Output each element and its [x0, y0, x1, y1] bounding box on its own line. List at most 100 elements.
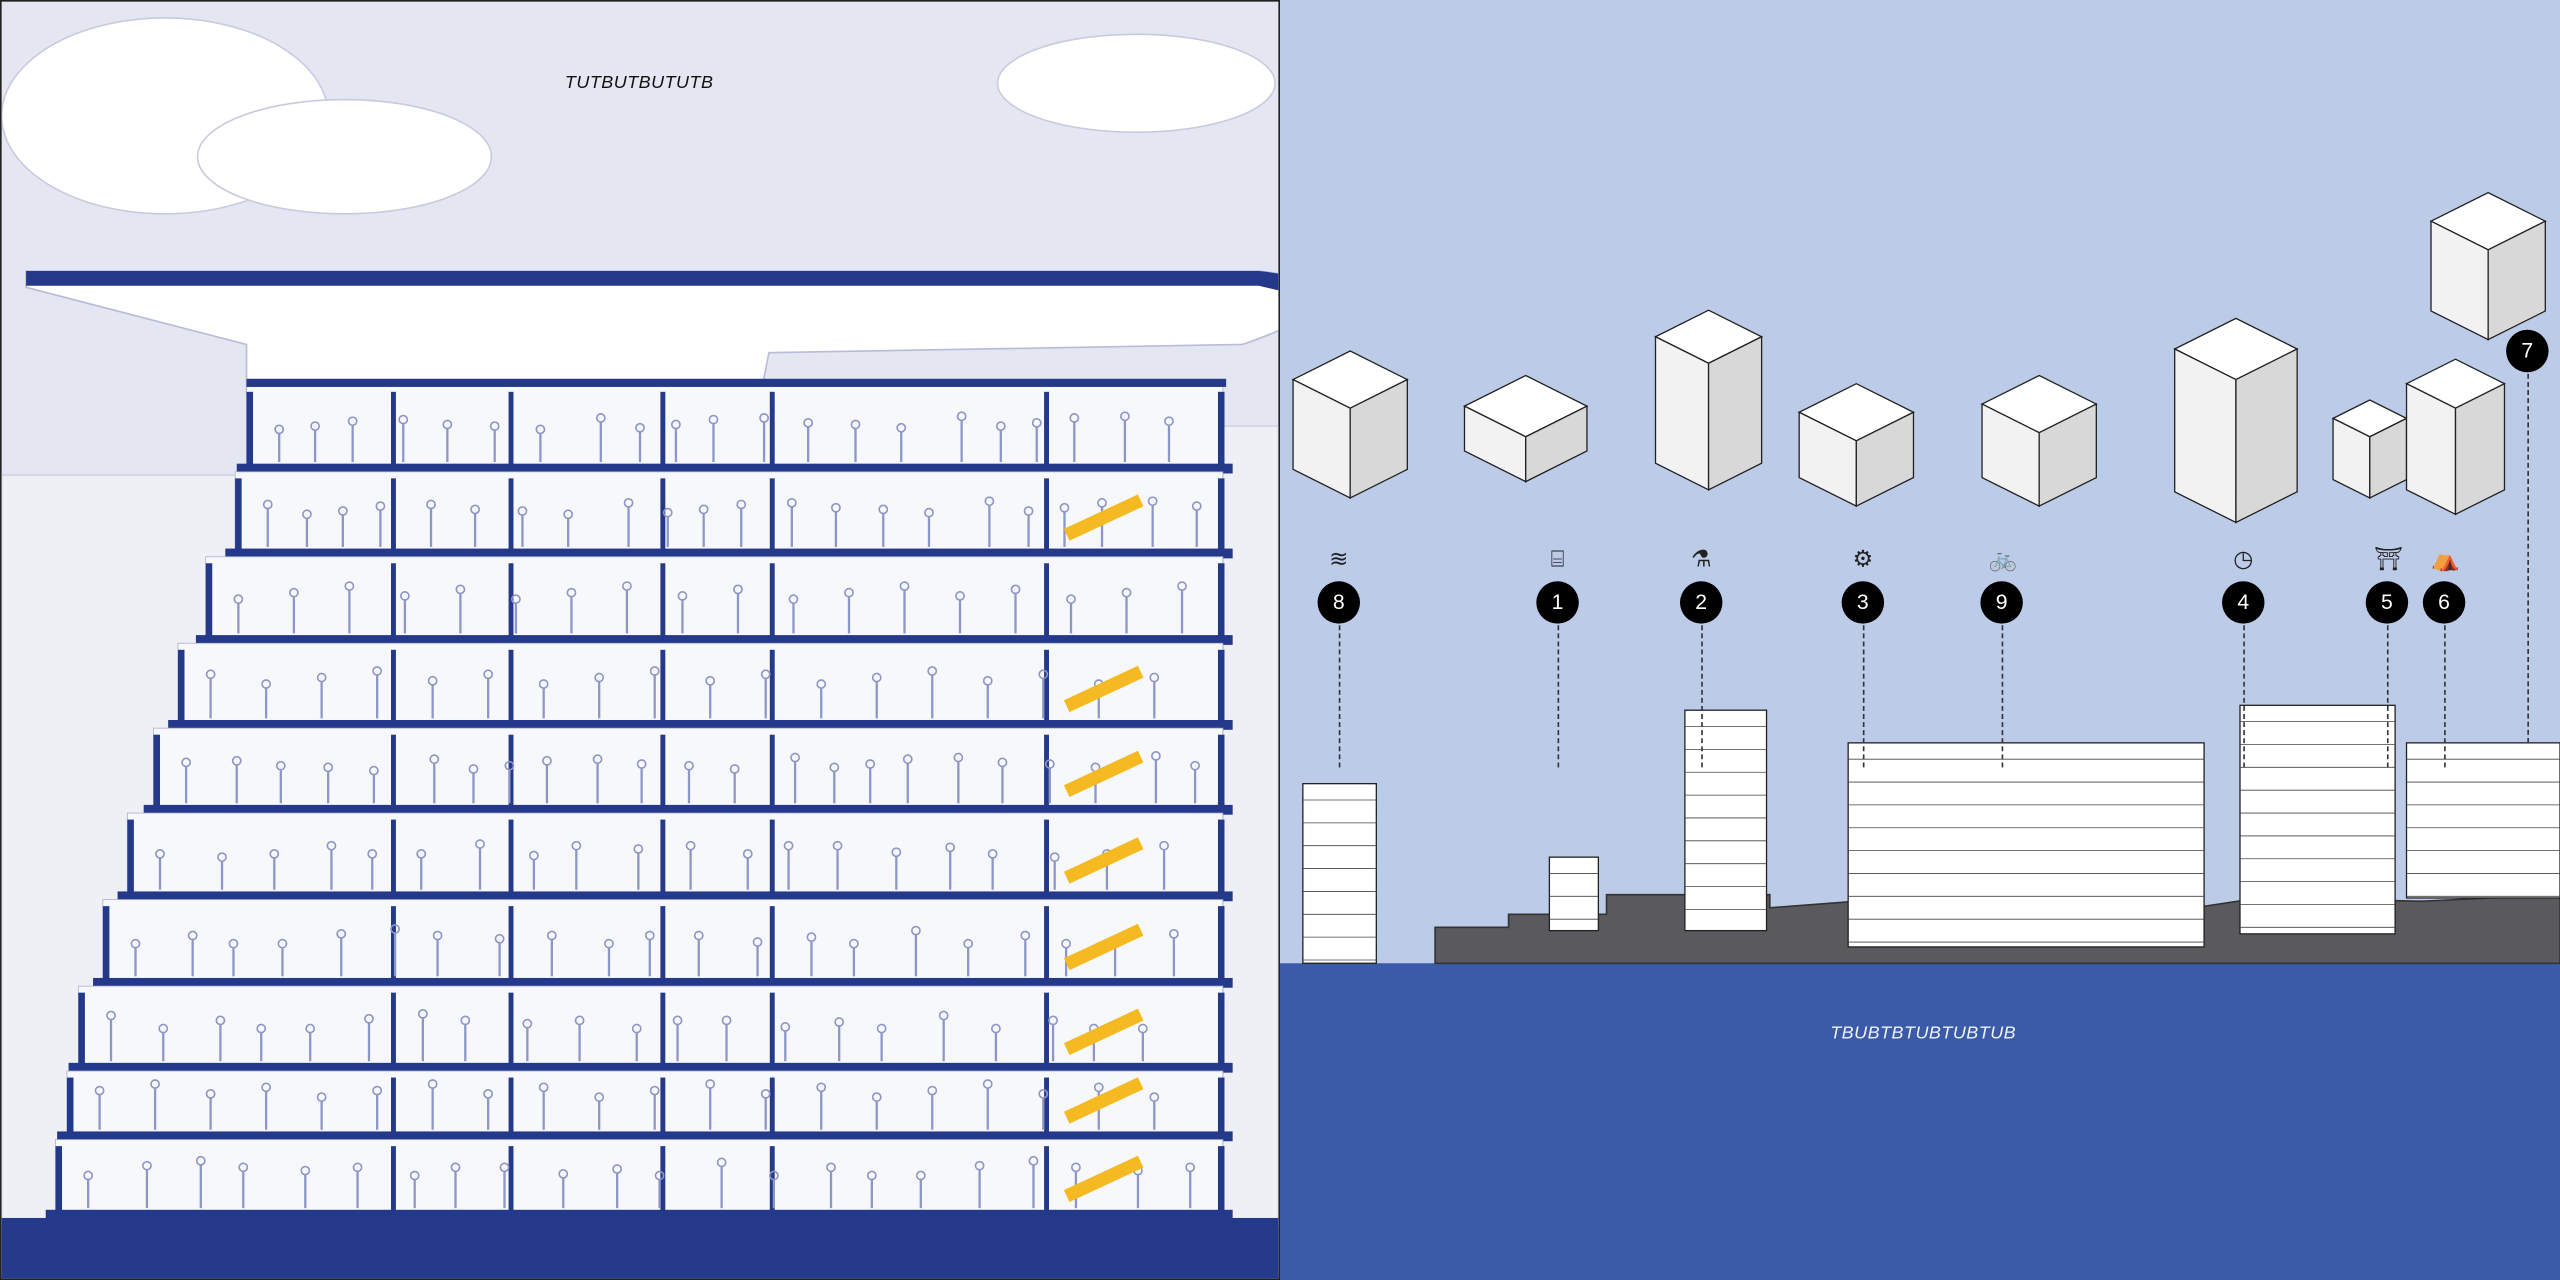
person-figure: [517, 506, 528, 516]
interior-wall: [1044, 1077, 1049, 1137]
skyline-panel: 8 ≋ 1 ⌸ 2 ⚗ 3 ⚙ 9 🚲 4 ◷ 5 ⛩ 6 ⛺ 7 TBUBTBTUBTUBTUB: [1279, 0, 2560, 1280]
facade-column: [1217, 1077, 1225, 1140]
person-figure: [945, 842, 956, 853]
person-figure: [1038, 1088, 1049, 1099]
tent-icon: ⛺: [2431, 545, 2460, 572]
isometric-building-front: [1525, 405, 1588, 483]
person-figure: [427, 675, 438, 686]
person-figure: [511, 594, 521, 605]
marker-3: 3: [1841, 581, 1885, 624]
facade-column: [78, 992, 85, 1072]
highlight-element: [1063, 750, 1144, 798]
person-figure: [336, 928, 347, 939]
person-figure: [1010, 584, 1021, 595]
floor-slab: [143, 804, 1233, 815]
person-figure: [1059, 502, 1070, 513]
person-figure: [522, 1018, 533, 1029]
person-figure: [876, 1023, 887, 1034]
person-figure: [891, 847, 902, 858]
skyline-title: TBUBTBTUBTUBTUB: [1830, 1023, 2017, 1044]
person-figure: [155, 848, 165, 859]
person-figure: [902, 754, 913, 765]
roof-slab: [26, 271, 1279, 291]
person-figure: [262, 499, 273, 510]
facade-column: [235, 478, 242, 557]
interior-wall: [769, 1077, 775, 1137]
marker-2: 2: [1679, 581, 1723, 624]
lab-flask-icon: ⚗: [1690, 545, 1712, 572]
person-figure: [195, 1155, 206, 1166]
interior-wall: [660, 734, 666, 810]
person-figure: [158, 1023, 169, 1034]
person-figure: [708, 414, 719, 425]
person-figure: [622, 581, 632, 592]
floor-slab: [236, 463, 1233, 474]
person-figure: [780, 1022, 791, 1032]
person-figure: [399, 591, 410, 601]
person-figure: [831, 502, 841, 513]
interior-wall: [660, 563, 666, 640]
person-figure: [1071, 1162, 1081, 1173]
person-figure: [233, 594, 244, 605]
facade-column: [1217, 1146, 1225, 1218]
person-figure: [83, 1170, 94, 1181]
person-figure: [1038, 669, 1049, 680]
person-figure: [633, 844, 644, 854]
person-figure: [698, 504, 709, 515]
person-figure: [832, 840, 843, 851]
facade-column: [205, 563, 213, 644]
isometric-building-front: [1855, 411, 1915, 508]
person-figure: [94, 1085, 105, 1096]
person-figure: [1168, 928, 1179, 939]
person-figure: [685, 840, 696, 851]
person-figure: [546, 930, 557, 941]
person-figure: [205, 669, 216, 680]
person-figure: [595, 413, 606, 423]
person-figure: [310, 421, 320, 432]
highlight-element: [1063, 1155, 1144, 1202]
person-figure: [1191, 501, 1202, 512]
person-figure: [871, 1092, 882, 1103]
person-figure: [721, 1015, 732, 1026]
person-figure: [662, 507, 673, 518]
interior-wall: [1044, 734, 1049, 810]
floor-9: [66, 1070, 1224, 1140]
person-figure: [604, 938, 614, 949]
person-figure: [364, 1013, 374, 1024]
interior-wall: [391, 734, 396, 810]
person-figure: [1119, 411, 1130, 422]
person-figure: [269, 848, 280, 859]
person-figure: [1048, 1015, 1058, 1026]
person-figure: [372, 666, 383, 676]
person-figure: [261, 1082, 272, 1093]
interior-wall: [1044, 1146, 1049, 1215]
interior-wall: [391, 478, 396, 554]
person-figure: [1177, 581, 1187, 592]
person-figure: [181, 757, 192, 768]
person-figure: [1185, 1162, 1196, 1173]
interior-wall: [508, 649, 514, 725]
facade-column: [177, 649, 185, 729]
person-figure: [705, 1079, 716, 1089]
person-figure: [450, 1162, 461, 1173]
ground-band: [1279, 963, 2560, 1280]
person-figure: [991, 1023, 1001, 1034]
person-figure: [1066, 594, 1076, 605]
interior-wall: [660, 391, 666, 469]
person-figure: [217, 852, 227, 863]
interior-wall: [1044, 992, 1049, 1068]
person-figure: [416, 848, 427, 859]
building-elevation: [1548, 856, 1600, 932]
person-figure: [742, 848, 753, 859]
person-figure: [865, 759, 876, 769]
person-figure: [911, 925, 921, 936]
person-figure: [429, 754, 440, 765]
person-figure: [982, 675, 993, 686]
interior-wall: [769, 478, 775, 554]
interior-wall: [769, 563, 775, 640]
person-figure: [871, 672, 882, 683]
person-figure: [768, 1170, 779, 1181]
person-figure: [829, 762, 840, 773]
marker-8: 8: [1317, 581, 1360, 624]
person-figure: [995, 421, 1006, 432]
